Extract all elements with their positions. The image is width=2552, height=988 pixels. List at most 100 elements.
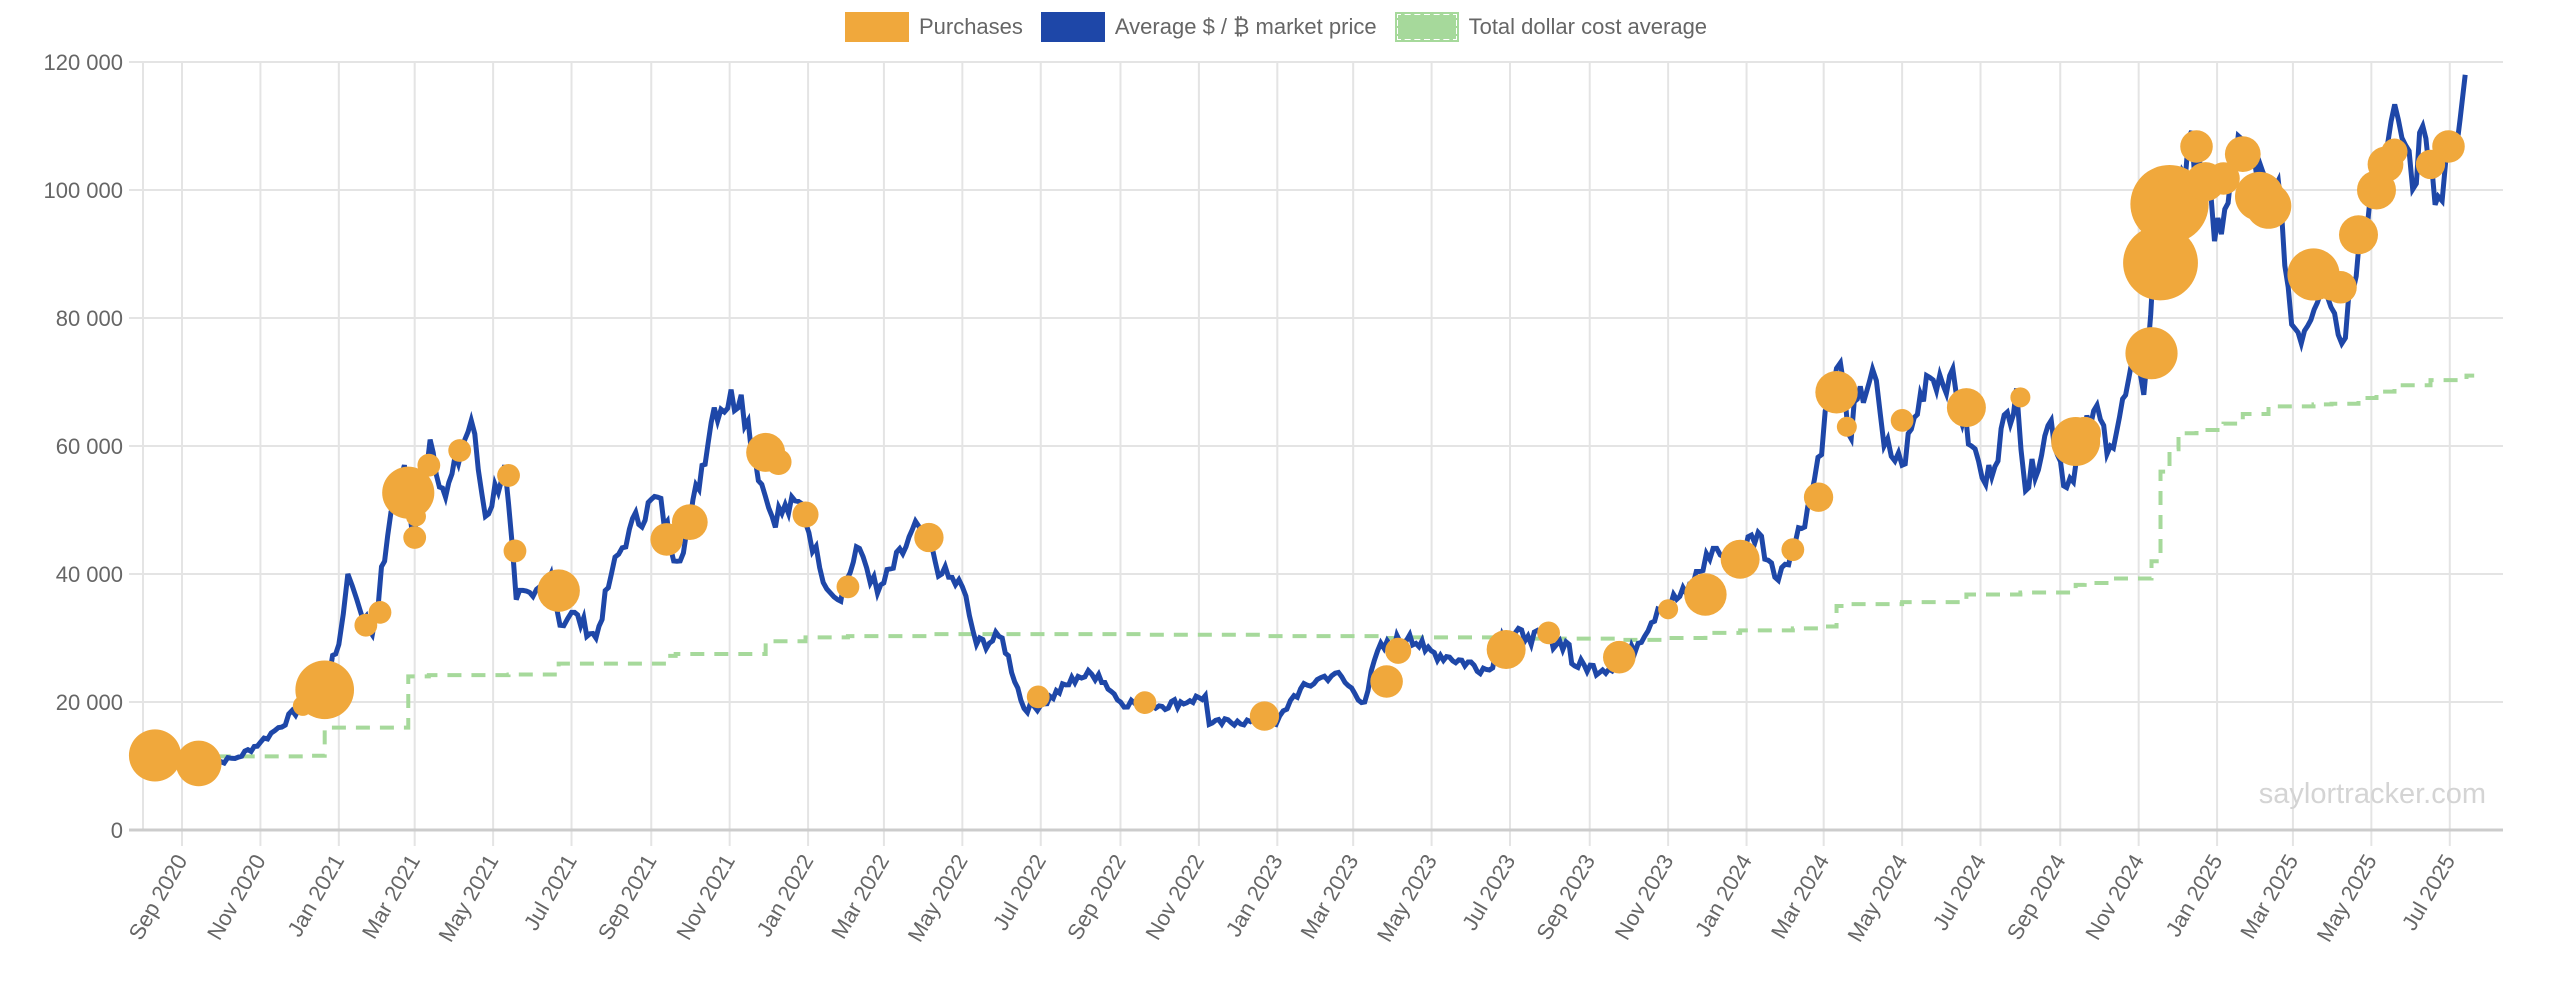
purchase-bubble [2123, 225, 2198, 301]
x-tick-label: Sep 2020 [124, 850, 193, 944]
purchase-bubble [2245, 183, 2292, 229]
purchase-bubble [2010, 387, 2031, 408]
purchase-bubble [128, 729, 182, 782]
purchase-bubble [1803, 482, 1834, 512]
x-tick-label: Nov 2024 [2080, 850, 2149, 944]
purchase-bubble [1026, 685, 1050, 709]
x-tick-label: Mar 2025 [2235, 850, 2303, 943]
x-tick-label: Sep 2021 [593, 850, 662, 944]
x-tick-label: Jan 2021 [282, 850, 349, 941]
purchase-bubble [2339, 215, 2378, 255]
purchase-bubble [537, 569, 580, 612]
x-tick-label: Sep 2024 [2002, 850, 2071, 944]
purchase-bubble [497, 464, 520, 487]
purchase-bubbles [128, 130, 2465, 787]
purchase-bubble [1385, 637, 1412, 664]
legend-item-price[interactable]: Average $ / ₿ market price [1040, 12, 1377, 42]
x-tick-label: Nov 2022 [1140, 850, 1209, 944]
purchase-bubble [2432, 130, 2465, 163]
y-tick-label: 120 000 [43, 50, 123, 75]
y-tick-label: 80 000 [56, 306, 123, 331]
purchase-bubble [2324, 271, 2357, 304]
purchase-bubble [2180, 130, 2213, 163]
purchase-bubble [382, 466, 435, 519]
purchase-bubble [1486, 630, 1526, 670]
purchase-bubble [503, 539, 527, 563]
x-tick-label: Jul 2024 [1928, 850, 1991, 935]
purchase-bubble [1815, 371, 1858, 414]
price-series-line [198, 74, 2468, 768]
purchase-bubble [1603, 640, 1636, 674]
legend-item-purchases[interactable]: Purchases [844, 12, 1023, 42]
purchase-bubble [2224, 136, 2261, 173]
purchase-bubble [295, 660, 355, 720]
purchase-bubble [417, 453, 441, 477]
purchase-bubble [1781, 538, 1805, 562]
y-tick-label: 40 000 [56, 562, 123, 587]
purchase-bubble [836, 575, 860, 599]
purchases-swatch [844, 12, 909, 42]
purchase-bubble [448, 439, 472, 462]
purchase-bubble [1249, 701, 1280, 731]
watermark: saylortracker.com [2258, 778, 2486, 810]
purchase-bubble [671, 504, 708, 541]
grid [129, 61, 2503, 846]
purchase-bubble [1720, 539, 1760, 579]
x-tick-label: Jan 2024 [1690, 850, 1757, 941]
x-tick-label: Jul 2025 [2397, 850, 2460, 935]
x-tick-label: Jul 2022 [988, 850, 1051, 935]
dca-swatch [1394, 12, 1459, 42]
x-tick-label: Sep 2023 [1531, 850, 1600, 944]
x-tick-label: May 2021 [433, 850, 503, 946]
purchase-bubble [1133, 691, 1157, 715]
x-tick-label: Nov 2020 [202, 850, 271, 944]
x-tick-label: Jan 2023 [1221, 850, 1288, 941]
x-tick-label: May 2024 [1842, 850, 1912, 946]
purchase-bubble [2068, 416, 2101, 450]
x-tick-label: Mar 2021 [357, 850, 425, 943]
purchase-bubble [2207, 162, 2240, 195]
purchase-bubble [765, 448, 792, 476]
purchase-bubble [1946, 388, 1986, 428]
x-tick-label: Mar 2022 [826, 850, 894, 943]
purchase-bubble [2171, 196, 2204, 229]
purchase-bubble [1658, 599, 1679, 620]
legend-label-price: Average $ / ₿ market price [1114, 14, 1377, 39]
purchase-bubble [405, 506, 426, 527]
x-tick-label: Mar 2023 [1295, 850, 1363, 943]
x-tick-label: May 2023 [1372, 850, 1442, 946]
price-swatch [1040, 12, 1105, 42]
purchase-bubble [1537, 621, 1560, 645]
purchase-bubble [1890, 408, 1914, 432]
x-tick-label: May 2022 [903, 850, 973, 946]
legend: Purchases Average $ / ₿ market price Tot… [0, 12, 2552, 42]
legend-label-dca: Total dollar cost average [1468, 14, 1708, 39]
x-tick-label: Jan 2022 [751, 850, 818, 941]
purchase-bubble [2125, 327, 2178, 380]
x-tick-label: Jan 2025 [2160, 850, 2227, 941]
x-tick-label: May 2025 [2312, 850, 2382, 946]
purchase-bubble [1370, 665, 1403, 698]
x-tick-label: Nov 2023 [1610, 850, 1679, 944]
purchase-bubble [368, 600, 392, 624]
x-tick-label: Mar 2024 [1766, 850, 1834, 943]
purchase-bubble [2381, 138, 2408, 165]
purchase-bubble [175, 740, 222, 787]
x-tick-label: Sep 2022 [1062, 850, 1131, 944]
purchase-bubble [1836, 416, 1857, 437]
purchase-bubble [914, 522, 944, 553]
x-tick-label: Jul 2023 [1457, 850, 1520, 935]
purchase-bubble [792, 501, 819, 528]
y-tick-label: 20 000 [56, 690, 123, 715]
purchase-bubble [1684, 573, 1727, 616]
y-tick-label: 60 000 [56, 434, 123, 459]
y-tick-label: 100 000 [43, 178, 123, 203]
x-tick-label: Jul 2021 [519, 850, 582, 935]
legend-item-dca[interactable]: Total dollar cost average [1394, 12, 1708, 42]
dca-series-line [216, 373, 2475, 759]
purchase-bubble [403, 526, 427, 549]
legend-label-purchases: Purchases [918, 14, 1023, 39]
x-tick-label: Nov 2021 [671, 850, 740, 944]
y-tick-label: 0 [111, 818, 123, 843]
